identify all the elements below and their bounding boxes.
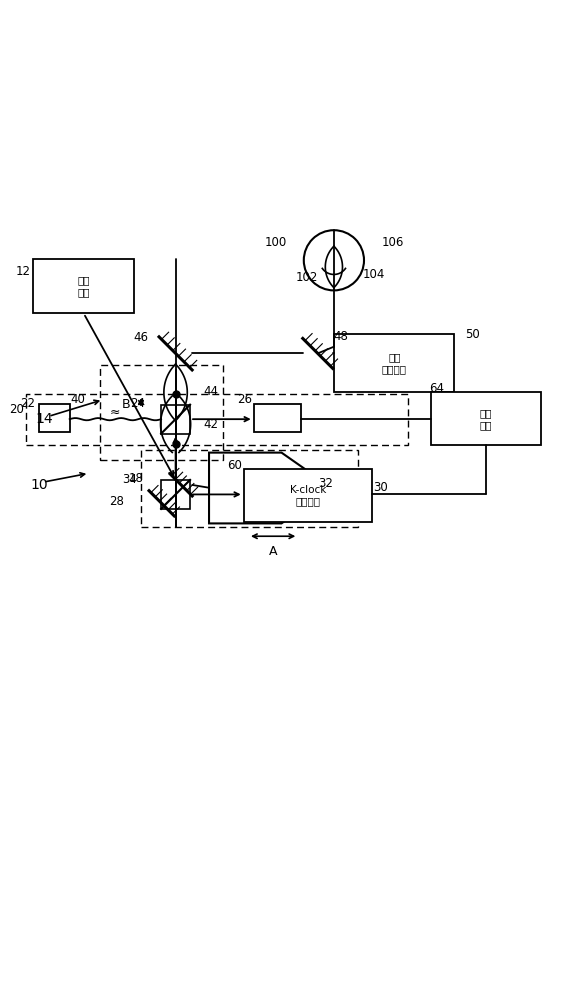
Text: 22: 22 [20,397,35,410]
Bar [39,404,70,432]
Text: 60: 60 [227,459,243,472]
Bar [141,450,359,527]
Bar [244,469,372,522]
Text: 48: 48 [333,330,348,343]
Text: 26: 26 [237,393,252,406]
Text: 104: 104 [363,268,385,281]
Text: 14: 14 [36,412,53,426]
Text: 42: 42 [203,418,218,431]
Text: 控制
装置: 控制 装置 [480,408,492,430]
Text: 30: 30 [373,481,388,494]
Text: 64: 64 [429,382,444,395]
Text: 34: 34 [122,473,137,486]
Bar [431,392,541,445]
Text: 28: 28 [109,495,124,508]
Bar [26,394,408,445]
Text: 32: 32 [318,477,333,490]
Text: A: A [269,545,278,558]
Bar [33,259,134,313]
Text: 激光
光源: 激光 光源 [77,275,90,297]
Text: 44: 44 [203,385,218,398]
Text: 12: 12 [16,265,30,278]
Bar [161,405,190,434]
Bar [161,480,190,509]
Text: 24: 24 [131,397,145,410]
Bar [253,404,301,432]
Text: 102: 102 [296,271,318,284]
Text: 18: 18 [128,472,143,485]
Text: 40: 40 [70,393,85,406]
Text: 100: 100 [265,236,287,249]
Text: 20: 20 [9,403,24,416]
Text: ≈: ≈ [110,405,120,418]
Text: K-clock
发生装置: K-clock 发生装置 [289,485,326,507]
Text: 50: 50 [466,328,480,341]
Text: 46: 46 [134,331,149,344]
Text: 106: 106 [382,236,404,249]
Bar [334,334,454,392]
Text: B: B [121,398,130,411]
Bar [100,365,223,460]
Text: 观察
光学系统: 观察 光学系统 [382,352,407,374]
Text: 10: 10 [30,478,48,492]
